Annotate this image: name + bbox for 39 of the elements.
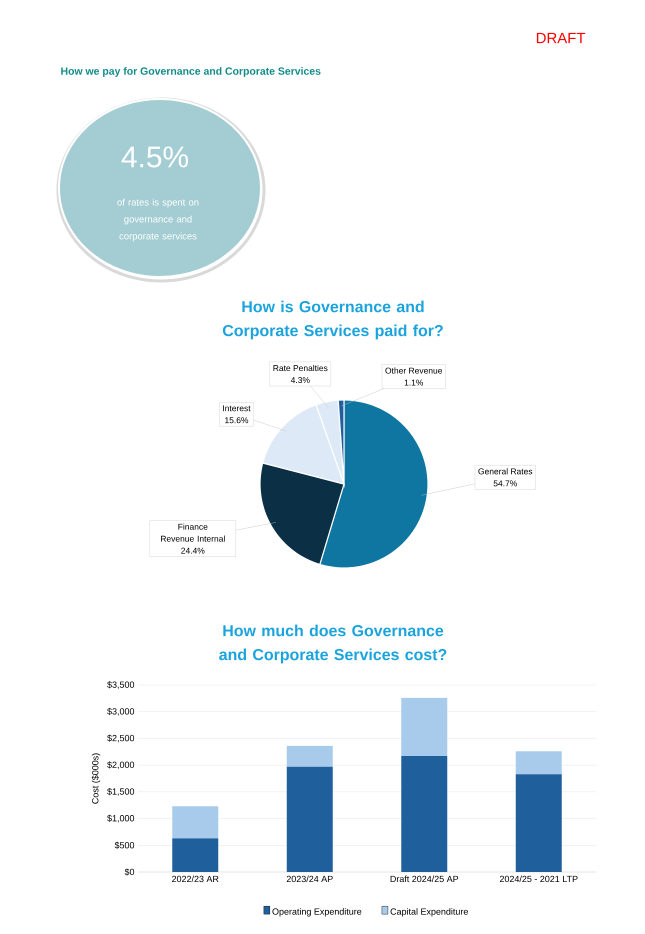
y-tick-label: $3,000 — [107, 708, 134, 716]
bar — [401, 698, 448, 756]
data-label: 1.1% — [404, 380, 424, 386]
text: of rates is spent on governance and corporate services — [117, 198, 198, 242]
bar — [172, 806, 218, 838]
x-tick-label: Draft 2024/25 AP — [390, 876, 458, 882]
data-label: 15.6% — [225, 417, 248, 424]
slice-label: Interest — [223, 405, 251, 412]
x-tick-label: 2022/23 AR — [172, 876, 219, 882]
y-tick-label: $2,000 — [107, 761, 134, 770]
bar — [172, 838, 218, 872]
y-tick-label: $1,500 — [107, 788, 134, 796]
slice-label: General Rates — [478, 468, 532, 474]
slice-label: Finance Revenue Internal — [161, 524, 225, 542]
y-tick-label: $0 — [124, 868, 134, 876]
data-label: 4.3% — [290, 377, 310, 384]
bar — [286, 766, 333, 872]
y-tick-label: $3,500 — [107, 681, 134, 689]
data-label: 24.4% — [181, 548, 205, 554]
text: How we pay for Governance and Corporate Services — [61, 67, 321, 77]
slice-label: Rate Penalties — [273, 364, 328, 372]
bar — [401, 756, 448, 872]
y-axis-title: Cost ($000s) — [92, 753, 100, 804]
text: DRAFT — [536, 32, 586, 44]
x-tick-label: 2024/25 - 2021 LTP — [500, 876, 578, 882]
legend-label: Capital Expenditure — [390, 908, 468, 917]
x-tick-label: 2023/24 AP — [286, 876, 333, 882]
slice-label: Other Revenue — [385, 367, 442, 374]
bar — [286, 746, 333, 767]
data-label: 54.7% — [494, 480, 517, 486]
y-tick-label: $1,000 — [107, 814, 134, 822]
chart-title: How is Governance and Corporate Services paid for? — [222, 300, 443, 340]
bar — [516, 751, 562, 774]
legend-label: Operating Expenditure — [272, 908, 362, 917]
bar — [516, 774, 562, 872]
y-tick-label: $500 — [114, 842, 134, 849]
text: 4.5% — [122, 146, 188, 168]
y-tick-label: $2,500 — [107, 734, 134, 742]
chart-title: How much does Governance and Corporate Services cost? — [219, 624, 446, 664]
